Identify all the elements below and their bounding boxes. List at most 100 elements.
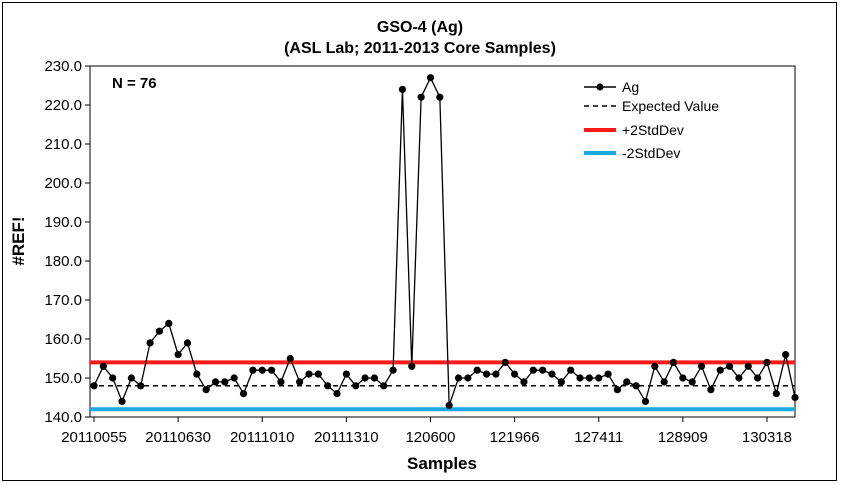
legend-marker-ag: [596, 83, 604, 91]
y-tick-label: 210.0: [44, 136, 82, 153]
x-axis-ticks: 20110055 20110630 20111010 20111310 120600 12…: [61, 417, 792, 446]
data-point: [791, 393, 799, 402]
data-point: [501, 358, 509, 366]
data-point: [464, 374, 472, 382]
data-point: [183, 339, 192, 347]
y-tick-label: 180.0: [44, 253, 82, 270]
data-point: [324, 382, 332, 390]
data-point: [333, 390, 341, 398]
data-point: [688, 378, 696, 386]
data-point: [744, 362, 752, 370]
data-point: [380, 382, 388, 390]
chart-title: GSO-4 (Ag): [377, 19, 463, 36]
data-point: [669, 358, 678, 366]
plot-area: [89, 65, 796, 418]
x-tick-label: 130318: [742, 429, 792, 446]
data-point: [99, 362, 107, 370]
y-axis-ticks: 140.0 150.0 160.0 170.0 180.0 190.0 200.0 210.0…: [44, 58, 90, 426]
data-point: [716, 366, 724, 374]
data-point: [613, 386, 622, 394]
series-group: [90, 74, 799, 409]
y-tick-label: 190.0: [44, 214, 82, 231]
data-point: [576, 374, 584, 382]
legend-label-minus2sd: -2StdDev: [622, 145, 680, 161]
chart-subtitle: (ASL Lab; 2011-2013 Core Samples): [284, 40, 556, 57]
data-point: [454, 374, 463, 382]
data-point: [137, 382, 145, 390]
data-point: [230, 374, 238, 382]
x-tick-label: 20110630: [145, 429, 211, 446]
y-tick-label: 160.0: [44, 331, 82, 348]
y-tick-label: 200.0: [44, 175, 82, 192]
data-point: [510, 370, 519, 378]
data-point: [361, 374, 369, 382]
data-point: [155, 327, 164, 335]
data-point: [193, 370, 201, 378]
data-point: [660, 378, 668, 386]
data-point: [305, 370, 313, 378]
y-tick-label: 170.0: [44, 292, 82, 309]
data-point: [239, 390, 248, 398]
data-point: [267, 366, 276, 374]
data-point: [277, 378, 285, 386]
data-point: [735, 374, 743, 382]
data-point: [772, 390, 780, 398]
data-point: [782, 351, 790, 359]
data-point: [211, 378, 220, 386]
data-point: [389, 366, 397, 374]
data-point: [763, 358, 771, 366]
data-point: [567, 366, 575, 374]
data-point: [249, 366, 257, 374]
data-point: [296, 378, 304, 386]
data-point: [473, 366, 481, 374]
data-point: [632, 382, 640, 390]
data-point: [426, 74, 435, 82]
data-point: [445, 401, 453, 409]
data-point: [370, 374, 378, 382]
data-point: [436, 93, 444, 101]
data-point: [221, 378, 229, 386]
x-tick-label: 20110055: [61, 429, 127, 446]
y-axis-title: #REF!: [9, 216, 28, 265]
data-point: [202, 386, 210, 394]
data-point: [539, 366, 547, 374]
data-point: [641, 397, 650, 405]
legend-label-plus2sd: +2StdDev: [622, 122, 684, 138]
data-point: [174, 351, 182, 359]
data-point: [679, 374, 687, 382]
x-axis-title: Samples: [407, 454, 477, 473]
data-point: [417, 93, 425, 101]
y-tick-label: 150.0: [44, 370, 82, 387]
data-point: [109, 374, 117, 382]
x-tick-label: 20111310: [314, 429, 379, 446]
data-point: [165, 319, 173, 327]
y-tick-label: 230.0: [44, 58, 82, 75]
data-point: [482, 370, 491, 378]
data-point: [651, 362, 659, 370]
data-point: [258, 366, 266, 374]
data-point: [707, 386, 715, 394]
data-point: [146, 339, 154, 347]
x-tick-label: 20111010: [230, 429, 295, 446]
data-point: [286, 354, 294, 363]
data-point: [408, 362, 416, 370]
x-tick-label: 121966: [490, 429, 540, 446]
data-point: [398, 85, 407, 93]
legend-label-ag: Ag: [622, 79, 639, 95]
reference-lines: [90, 360, 795, 412]
data-point: [548, 370, 556, 378]
data-point: [595, 374, 603, 382]
data-point: [90, 382, 98, 390]
series-line-ag: [93, 76, 796, 406]
data-point: [118, 397, 126, 405]
data-point: [342, 370, 350, 378]
data-point: [697, 362, 706, 370]
data-point: [529, 366, 537, 374]
n-count-label: N = 76: [112, 75, 157, 92]
y-tick-label: 220.0: [44, 97, 82, 114]
data-point: [314, 370, 322, 378]
data-point: [492, 370, 500, 378]
data-point: [754, 374, 762, 382]
